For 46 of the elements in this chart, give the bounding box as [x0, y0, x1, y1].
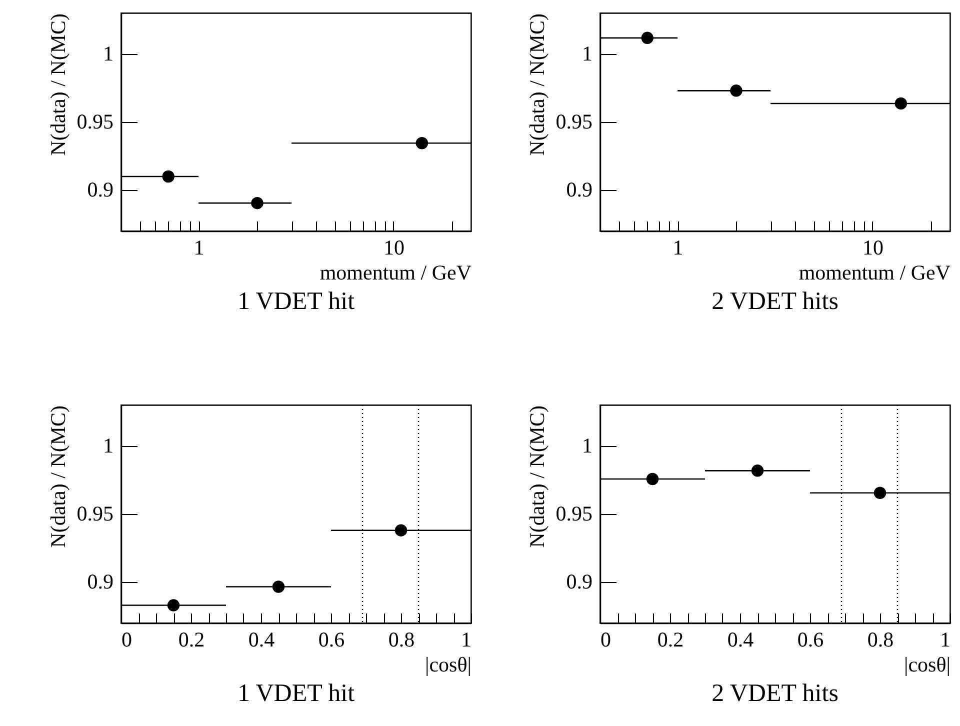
y-tick-label: 1	[103, 433, 114, 458]
point	[874, 486, 886, 499]
x-tick-label: 0.4	[727, 628, 754, 652]
x-tick-label: 0.4	[248, 628, 276, 652]
x-tick-label: 1	[194, 236, 204, 260]
point	[751, 464, 764, 477]
y-tick-label: 0.95	[556, 110, 592, 134]
x-tick-label: 0.2	[657, 628, 684, 652]
point	[167, 599, 180, 612]
text: 2 VDET hits	[712, 680, 838, 707]
x-tick-label: 1	[672, 236, 684, 260]
y-tick-label: 0.95	[76, 110, 114, 134]
y-tick-label: 0.95	[76, 502, 114, 526]
y-axis-title: N(data) / N(MC)	[46, 405, 70, 548]
point	[646, 472, 659, 486]
x-axis-title: momentum / GeV	[798, 260, 950, 284]
x-tick-label: 0.6	[318, 628, 345, 652]
point	[272, 580, 285, 593]
text: 2 VDET hits	[712, 288, 838, 315]
y-tick-label: 1	[582, 41, 592, 66]
x-axis-title: |cosθ|	[425, 652, 472, 676]
y-tick-label: 0.9	[87, 570, 114, 594]
text: 1 VDET hit	[237, 288, 355, 315]
y-tick-label: 0.9	[566, 570, 592, 594]
x-tick-label: 10	[383, 236, 404, 260]
y-tick-label: 0.9	[566, 178, 592, 202]
x-tick-label: 0	[122, 628, 132, 652]
y-axis-title: N(data) / N(MC)	[46, 13, 70, 156]
point	[394, 524, 408, 536]
x-tick-label: 0.8	[388, 628, 415, 652]
x-tick-label: 0	[600, 628, 611, 652]
y-axis-title: N(data) / N(MC)	[524, 405, 549, 548]
y-axis-title: N(data) / N(MC)	[524, 13, 549, 156]
y-tick-label: 1	[103, 41, 114, 66]
x-axis-title: |cosθ|	[904, 652, 950, 676]
x-tick-label: 0.2	[178, 628, 205, 652]
y-tick-label: 0.95	[556, 502, 592, 526]
y-tick-label: 1	[582, 433, 592, 458]
y-tick-label: 0.9	[87, 178, 114, 202]
x-tick-label: 1	[461, 628, 472, 652]
x-axis-title: momentum / GeV	[320, 260, 472, 284]
text: 1 VDET hit	[237, 680, 355, 707]
x-tick-label: 0.6	[797, 628, 824, 652]
x-tick-label: 10	[862, 236, 884, 260]
x-tick-label: 0.8	[867, 628, 894, 652]
x-tick-label: 1	[940, 628, 950, 652]
